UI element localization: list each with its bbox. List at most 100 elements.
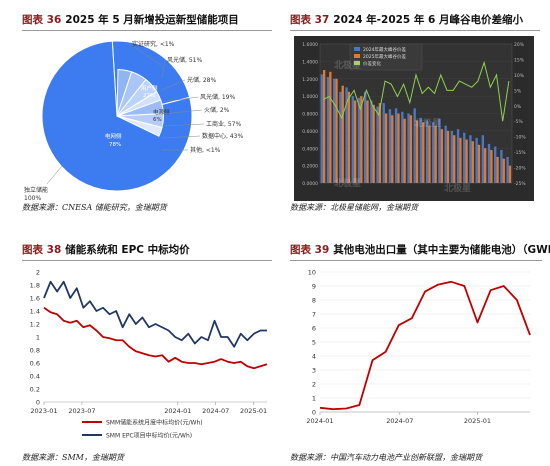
bar-2024	[469, 135, 472, 183]
bar-2025	[465, 139, 468, 183]
detail-label: 光储, 28%	[187, 76, 216, 84]
bar-2025	[434, 125, 437, 183]
x-tick-label: 2023-01	[30, 407, 57, 415]
y-tick-label: 1.0000	[302, 94, 318, 100]
source-note: 数据来源：SMM，金瑞期货	[22, 453, 124, 462]
legend-label: 价差变化	[363, 60, 381, 67]
bar-2024	[481, 135, 485, 183]
bar-2024	[425, 120, 429, 183]
x-tick-label: 2024-07	[202, 407, 229, 415]
y-tick-label: 0.0000	[302, 181, 318, 187]
legend-box	[349, 43, 423, 71]
title-rule	[290, 30, 540, 31]
bar-2025	[446, 130, 450, 183]
legend-label: SMM EPC项目中标均价(元/Wh)	[106, 432, 192, 440]
bar-2025	[366, 100, 369, 183]
y2-tick-label: -10%	[514, 135, 526, 141]
y-tick-label: 6	[312, 325, 316, 333]
source-note: 数据来源：中国汽车动力电池产业创新联盟，金瑞期货	[290, 453, 482, 462]
y-tick-label: 1.2000	[302, 77, 318, 83]
y2-tick-label: 10%	[514, 73, 525, 79]
bar-2024	[320, 74, 323, 183]
y-tick-label: 0.6000	[302, 129, 318, 135]
y-tick-label: 0.4	[30, 373, 40, 381]
bar-2025	[409, 115, 413, 183]
y-tick-label: 0.2000	[302, 164, 318, 170]
y-tick-label: 7	[312, 311, 316, 319]
y-tick-label: 2	[312, 381, 316, 389]
leader-line	[161, 123, 205, 127]
figure-number: 图表 37	[290, 14, 330, 26]
x-tick-label: 2024-01	[164, 407, 191, 415]
chart-title: 图表 37 2024 年-2025 年 6 月峰谷电价差缩小	[290, 14, 524, 26]
y2-tick-label: -20%	[514, 166, 526, 172]
y2-tick-label: 20%	[514, 42, 525, 48]
chart-title: 图表 38 储能系统和 EPC 中标均价	[22, 244, 190, 256]
bar-2025	[372, 104, 375, 183]
source-note: 数据来源：北极星储能网，金瑞期货	[290, 203, 418, 212]
bar-2024	[456, 129, 460, 183]
bar-2025	[453, 135, 456, 183]
title-rule	[22, 30, 272, 31]
bar-2025	[322, 70, 326, 183]
source-note: 数据来源：CNESA 储能研究，金瑞期货	[22, 203, 167, 212]
y-tick-label: 1.6000	[302, 42, 318, 48]
leader-line	[161, 96, 199, 103]
bar-2024	[326, 77, 330, 183]
bar-2025	[391, 115, 394, 183]
x-tick-label: 2024-07	[386, 417, 413, 425]
y-tick-label: 9	[312, 283, 316, 291]
watermark: 北极星	[444, 182, 471, 194]
bar-chart: 1.6000 1.4000 1.2000 1.0000 0.8000 0.6000 0.40…	[294, 36, 534, 201]
series-line	[43, 307, 268, 370]
detail-label: 数据中心, 43%	[202, 132, 243, 140]
y-tick-label: 0	[312, 409, 316, 417]
bar-2025	[428, 125, 431, 183]
leader-line	[161, 59, 166, 79]
bar-2024	[401, 111, 404, 183]
series-line	[319, 280, 531, 411]
figure-number: 图表 36	[22, 14, 62, 26]
y-tick-label: 0.6	[30, 360, 40, 368]
slice-label-source-pct: 6%	[153, 117, 162, 123]
bar-2024	[357, 97, 361, 183]
bar-2025	[422, 122, 425, 183]
figure-number: 图表 38	[22, 244, 62, 256]
detail-label: 工商业, 57%	[206, 120, 241, 128]
bar-2024	[370, 100, 373, 183]
chart-title: 图表 36 2025 年 5 月新增投运新型储能项目	[22, 14, 239, 26]
bar-2025	[378, 103, 382, 183]
pie-slice-detail	[116, 115, 163, 137]
y2-tick-label: 5%	[514, 88, 522, 94]
legend-swatch	[354, 61, 360, 65]
bar-2025	[508, 165, 512, 183]
bar-2024	[487, 143, 491, 183]
panel-37: 图表 37 2024 年-2025 年 6 月峰谷电价差缩小 1.6000 1.40…	[290, 8, 540, 218]
bar-2024	[463, 132, 466, 183]
bar-2025	[502, 158, 505, 183]
slice-label-user: 用户侧	[141, 84, 158, 92]
watermark: 北极星	[414, 117, 441, 129]
y-tick-label: 3	[312, 367, 316, 375]
y-tick-label: 4	[312, 353, 316, 361]
detail-label: 风光储, 51%	[167, 56, 202, 64]
legend-swatch	[354, 47, 360, 51]
bar-2024	[506, 156, 509, 183]
bar-2024	[388, 109, 392, 183]
leader-line	[161, 135, 201, 139]
y-tick-label: 1	[312, 395, 316, 403]
inner-label: 独立储能	[24, 186, 48, 194]
panel-36: 图表 36 2025 年 5 月新增投运新型储能项目 电网侧 78% 用户侧 22% 电源…	[22, 8, 272, 218]
bar-2025	[384, 113, 388, 183]
bar-2025	[490, 149, 493, 183]
y-tick-label: 1.4	[30, 308, 40, 316]
bar-2024	[333, 78, 336, 183]
watermark: 北极星	[334, 59, 361, 71]
detail-label: 火储, 2%	[204, 106, 230, 114]
y2-tick-label: 15%	[514, 57, 525, 63]
leader-line	[129, 43, 163, 67]
series-line	[43, 280, 267, 348]
